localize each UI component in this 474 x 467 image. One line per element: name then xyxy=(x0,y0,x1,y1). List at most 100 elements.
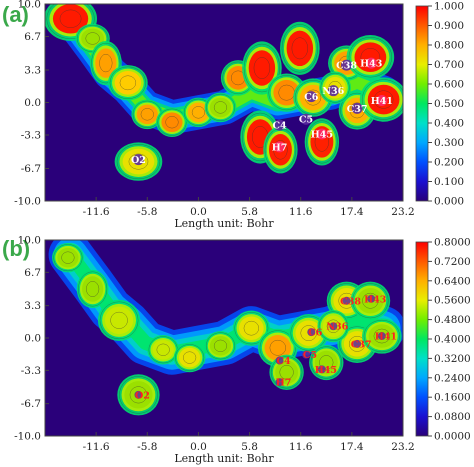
contour-line xyxy=(352,283,389,319)
colorbar-tick-label: 0.8000 xyxy=(434,237,471,249)
colorbar-a xyxy=(415,5,429,202)
atom-marker xyxy=(132,154,144,166)
atom-marker xyxy=(275,378,284,387)
colorbar-tick-label: 0.7200 xyxy=(434,256,471,268)
contour-line xyxy=(234,312,269,345)
y-tick-label: 3.3 xyxy=(24,300,41,312)
colorbar-tick-label: 0.6400 xyxy=(434,275,471,287)
y-axis-b: 10.0 6.7 3.3 0.0 -3.3 -6.7 -10.0 xyxy=(14,235,49,443)
colorbar-tick-label: 0.3200 xyxy=(434,353,471,365)
atom-label: O2 xyxy=(135,390,150,401)
colorbar-tick-label: 0.900 xyxy=(434,20,464,32)
y-tick-label: 10.0 xyxy=(18,0,41,11)
density-peak xyxy=(52,4,89,34)
colorbar-tick-label: 0.4800 xyxy=(434,314,471,326)
density-peak xyxy=(264,335,292,361)
x-tick-label: 17.4 xyxy=(340,206,364,218)
atom-label: H7 xyxy=(272,142,288,153)
colorbar-tick-label: 0.0800 xyxy=(434,411,471,423)
atom-marker xyxy=(305,91,317,103)
atom-label: C4 xyxy=(276,356,291,367)
contour-line xyxy=(110,311,128,329)
atom-marker xyxy=(134,390,143,399)
contour-line xyxy=(116,144,161,180)
density-peak xyxy=(95,48,117,78)
colorbar-tick-label: 0.600 xyxy=(434,79,464,91)
y-tick-label: 6.7 xyxy=(24,31,41,43)
atom-label: O2 xyxy=(131,155,146,166)
density-peak xyxy=(248,50,276,86)
contour-line xyxy=(326,319,340,333)
density-peak xyxy=(161,112,183,133)
density-peak xyxy=(209,97,232,118)
atom-label: H7 xyxy=(276,378,292,389)
density-peak xyxy=(187,102,210,123)
colorbar-tick-label: 0.500 xyxy=(434,98,464,110)
contour-line xyxy=(46,4,95,39)
x-tick-label: 5.8 xyxy=(241,206,258,218)
x-axis-a: -11.6 -5.8 0.0 5.8 11.6 17.4 23.2 xyxy=(83,197,415,218)
atom-marker xyxy=(377,332,386,341)
contour-line xyxy=(269,339,286,356)
atom-label: H41 xyxy=(375,332,397,343)
contour-line xyxy=(281,24,318,73)
contour-line xyxy=(183,351,197,364)
x-tick-label: 23.2 xyxy=(391,441,414,453)
contour-line xyxy=(300,325,317,341)
y-tick-label: 0.0 xyxy=(24,97,41,109)
atom-label: C5 xyxy=(303,350,317,361)
contour-line xyxy=(306,120,338,164)
contour-line xyxy=(304,89,322,106)
atom-marker xyxy=(275,356,284,365)
y-tick-label: 6.7 xyxy=(24,267,41,279)
atom-label: H43 xyxy=(364,294,386,305)
atom-marker xyxy=(317,365,326,374)
y-tick-label: -3.3 xyxy=(21,365,41,377)
contour-line xyxy=(85,32,100,45)
contour-line xyxy=(270,356,303,389)
colorbar-tick-label: 0.100 xyxy=(434,176,464,188)
contour-line xyxy=(318,311,348,342)
contour-line xyxy=(119,376,158,414)
density-peak xyxy=(238,316,264,340)
colorbar-tick-label: 0.2400 xyxy=(434,372,471,384)
contour-line xyxy=(78,271,108,307)
density-peak xyxy=(275,360,299,385)
panel-label-a: (a) xyxy=(2,2,29,27)
atom-label: C38 xyxy=(340,296,361,307)
x-tick-label: 17.4 xyxy=(340,441,364,453)
density-peak xyxy=(286,30,314,67)
atom-marker xyxy=(351,102,363,114)
atom-label: C6 xyxy=(308,328,323,339)
density-peak xyxy=(354,42,387,72)
atom-label: C6 xyxy=(304,92,319,103)
atom-marker xyxy=(342,296,351,305)
atom-marker xyxy=(274,141,286,153)
atom-marker xyxy=(302,350,311,359)
contour-line xyxy=(175,344,205,372)
x-tick-label: 5.8 xyxy=(241,441,258,453)
contour-line xyxy=(165,116,179,129)
contour-line xyxy=(253,57,271,79)
contour-line xyxy=(348,36,393,78)
atom-marker xyxy=(327,85,339,97)
atom-label: N36 xyxy=(322,86,344,97)
contour-line xyxy=(363,319,400,353)
contour-line xyxy=(243,43,281,93)
y-tick-label: 3.3 xyxy=(24,64,41,76)
colorbar-tick-label: 0.400 xyxy=(434,118,464,130)
x-tick-label: 0.0 xyxy=(190,441,207,453)
density-peak xyxy=(152,339,174,360)
y-tick-label: 0.0 xyxy=(24,333,41,345)
contour-line xyxy=(140,108,154,121)
atom-marker xyxy=(367,294,376,303)
contour-line xyxy=(128,153,149,170)
colorbar-tick-label: 0.300 xyxy=(434,137,464,149)
x-tick-label: 11.6 xyxy=(289,441,313,453)
contour-line xyxy=(99,301,139,340)
contour-line xyxy=(91,42,121,84)
colorbar-tick-label: 1.000 xyxy=(434,1,464,13)
